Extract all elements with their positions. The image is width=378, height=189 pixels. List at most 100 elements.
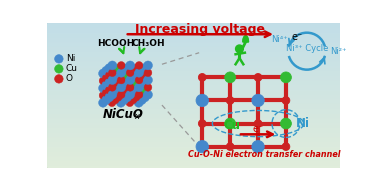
- Circle shape: [140, 64, 149, 73]
- Circle shape: [129, 67, 137, 75]
- Circle shape: [111, 88, 119, 97]
- Circle shape: [123, 86, 131, 94]
- Circle shape: [140, 78, 149, 87]
- Circle shape: [134, 98, 143, 107]
- Circle shape: [108, 61, 117, 70]
- Text: e⁻: e⁻: [291, 32, 302, 42]
- Circle shape: [107, 76, 116, 85]
- Circle shape: [126, 84, 134, 92]
- Circle shape: [140, 93, 149, 102]
- Text: Ni: Ni: [66, 54, 75, 63]
- Text: Cu-O-Ni electron transfer channel: Cu-O-Ni electron transfer channel: [188, 150, 341, 159]
- Circle shape: [122, 64, 132, 73]
- Circle shape: [126, 69, 134, 77]
- Circle shape: [105, 72, 113, 79]
- Text: e⁻: e⁻: [253, 124, 263, 134]
- Circle shape: [102, 89, 110, 97]
- Circle shape: [132, 64, 140, 72]
- Polygon shape: [243, 36, 248, 42]
- Text: NiCuO: NiCuO: [103, 108, 144, 121]
- Circle shape: [138, 89, 146, 97]
- Circle shape: [107, 91, 116, 100]
- Text: O: O: [66, 74, 73, 83]
- Circle shape: [252, 94, 264, 107]
- Circle shape: [120, 74, 128, 82]
- Circle shape: [132, 79, 140, 87]
- Circle shape: [144, 69, 152, 77]
- Circle shape: [114, 86, 122, 94]
- Circle shape: [137, 66, 146, 75]
- Circle shape: [280, 72, 291, 83]
- Circle shape: [125, 76, 135, 84]
- Circle shape: [111, 74, 119, 83]
- Circle shape: [144, 84, 152, 91]
- Circle shape: [225, 72, 235, 83]
- Circle shape: [252, 140, 264, 153]
- Circle shape: [118, 62, 125, 69]
- Circle shape: [99, 77, 107, 85]
- Circle shape: [111, 67, 119, 75]
- Circle shape: [122, 93, 132, 102]
- Circle shape: [144, 90, 152, 99]
- Circle shape: [118, 91, 125, 98]
- Circle shape: [108, 84, 116, 92]
- Circle shape: [132, 71, 141, 80]
- Circle shape: [134, 69, 143, 78]
- Circle shape: [102, 66, 111, 75]
- Circle shape: [105, 64, 114, 73]
- Circle shape: [137, 96, 146, 105]
- Circle shape: [119, 66, 129, 75]
- Circle shape: [99, 92, 107, 99]
- Circle shape: [105, 93, 114, 102]
- Circle shape: [235, 45, 243, 53]
- Circle shape: [135, 77, 143, 85]
- Circle shape: [126, 99, 134, 107]
- Circle shape: [114, 94, 122, 101]
- Circle shape: [123, 72, 131, 79]
- Circle shape: [135, 83, 144, 92]
- Circle shape: [102, 96, 111, 105]
- Text: CH₃OH: CH₃OH: [131, 39, 165, 48]
- Circle shape: [129, 82, 137, 89]
- Circle shape: [99, 84, 108, 93]
- Circle shape: [196, 140, 208, 153]
- Text: Cu: Cu: [66, 64, 78, 73]
- Circle shape: [114, 71, 122, 80]
- Circle shape: [118, 76, 125, 84]
- Polygon shape: [243, 36, 248, 42]
- Circle shape: [282, 97, 290, 104]
- Circle shape: [117, 83, 126, 92]
- Circle shape: [129, 88, 137, 97]
- Circle shape: [111, 96, 119, 104]
- Circle shape: [125, 91, 134, 100]
- Circle shape: [54, 75, 63, 83]
- Text: Ni²⁺: Ni²⁺: [330, 47, 347, 56]
- Circle shape: [134, 84, 143, 93]
- Circle shape: [108, 76, 117, 84]
- Circle shape: [132, 86, 141, 94]
- Circle shape: [135, 62, 143, 69]
- Circle shape: [126, 84, 134, 91]
- Circle shape: [116, 98, 125, 107]
- Circle shape: [198, 120, 206, 127]
- Text: Ni: Ni: [296, 117, 310, 130]
- Circle shape: [132, 94, 140, 101]
- Circle shape: [126, 70, 134, 77]
- Circle shape: [280, 118, 291, 129]
- Circle shape: [117, 92, 125, 99]
- Circle shape: [108, 69, 116, 77]
- Text: Ni³⁺ Cycle: Ni³⁺ Cycle: [286, 44, 328, 53]
- Circle shape: [198, 74, 206, 81]
- Circle shape: [254, 120, 262, 127]
- Circle shape: [102, 81, 111, 90]
- Circle shape: [144, 76, 152, 84]
- Circle shape: [54, 65, 63, 73]
- Circle shape: [138, 74, 146, 82]
- Circle shape: [102, 74, 110, 82]
- Circle shape: [129, 74, 137, 83]
- Circle shape: [108, 99, 116, 107]
- Circle shape: [135, 91, 143, 98]
- Text: x: x: [135, 112, 139, 121]
- Circle shape: [141, 72, 149, 79]
- Circle shape: [99, 69, 108, 78]
